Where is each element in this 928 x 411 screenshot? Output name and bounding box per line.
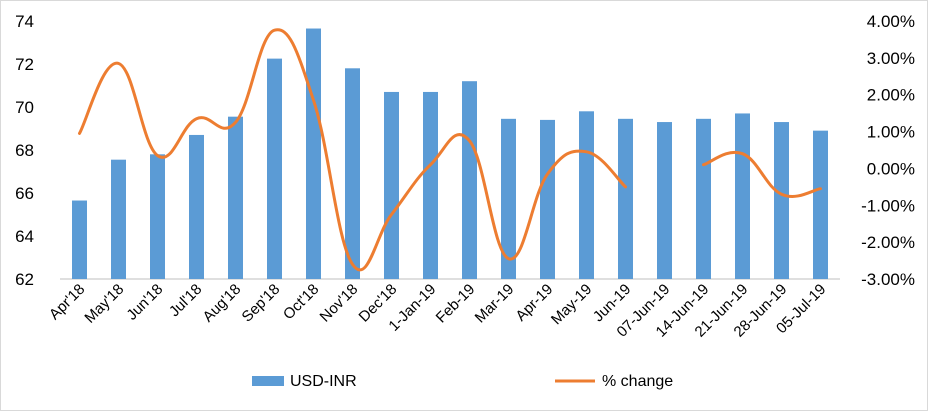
line-segment-pct-change (78, 28, 627, 272)
left-tick-label: 68 (15, 141, 34, 160)
right-tick-label: 0.00% (867, 159, 915, 178)
right-axis: -3.00% -2.00% -1.00% 0.00% 1.00% 2.00% 3.00% 4.… (861, 12, 915, 289)
line-series (78, 28, 822, 272)
line-segment-pct-change (702, 150, 822, 198)
left-axis: 62 64 66 68 70 72 74 (15, 12, 34, 289)
right-tick-label: -3.00% (861, 270, 915, 289)
bar (501, 118, 516, 279)
category-label: Apr'18 (46, 281, 88, 323)
bar-series (72, 28, 828, 280)
left-tick-label: 64 (15, 227, 34, 246)
category-label: Mar-19 (472, 281, 518, 327)
right-tick-label: 1.00% (867, 123, 915, 142)
category-label: Nov'18 (317, 281, 362, 326)
bar (540, 119, 555, 280)
bar (189, 134, 204, 279)
right-tick-label: 3.00% (867, 49, 915, 68)
category-label: May'18 (81, 281, 127, 327)
bar (111, 159, 126, 279)
legend-label-usd-inr: USD-INR (290, 373, 357, 390)
category-label: Sep'18 (239, 281, 284, 326)
bar (267, 58, 282, 279)
category-label: Aug'18 (200, 281, 245, 326)
left-tick-label: 66 (15, 184, 34, 203)
bar (657, 122, 672, 279)
bar (696, 118, 711, 279)
right-tick-label: -1.00% (861, 196, 915, 215)
legend: USD-INR % change (252, 373, 673, 390)
legend-label-pct-change: % change (602, 373, 673, 390)
right-tick-label: 2.00% (867, 86, 915, 105)
category-label: Oct'18 (280, 281, 322, 323)
left-tick-label: 62 (15, 270, 34, 289)
left-tick-label: 70 (15, 98, 34, 117)
bar (579, 111, 594, 279)
bar (462, 81, 477, 279)
left-tick-label: 74 (15, 12, 34, 31)
legend-swatch-usd-inr (252, 376, 284, 386)
bar (345, 68, 360, 279)
bar (618, 118, 633, 279)
bar (735, 113, 750, 279)
bar (306, 28, 321, 280)
bar (384, 91, 399, 279)
bar (72, 200, 87, 279)
bar (228, 116, 243, 279)
category-label: Feb-19 (433, 281, 479, 327)
left-tick-label: 72 (15, 55, 34, 74)
right-tick-label: 4.00% (867, 12, 915, 31)
right-tick-label: -2.00% (861, 233, 915, 252)
bar (813, 130, 828, 279)
category-label: Jun'18 (123, 281, 166, 324)
category-label: May-19 (548, 281, 595, 328)
bar (150, 154, 165, 279)
bar (774, 122, 789, 279)
bar (423, 91, 438, 279)
